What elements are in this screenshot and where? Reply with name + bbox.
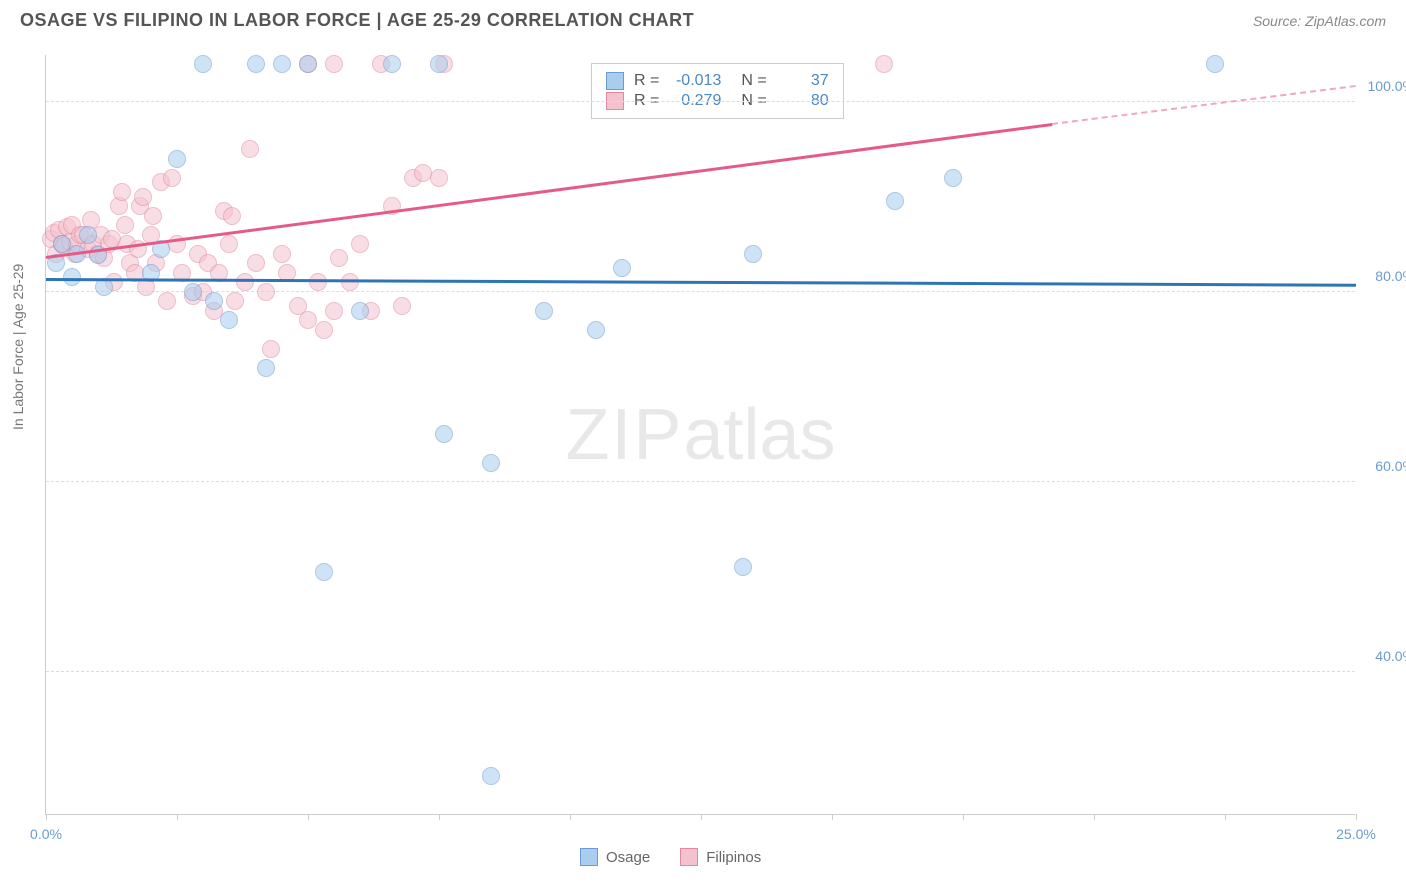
data-point-osage [435, 425, 453, 443]
data-point-filipinos [226, 292, 244, 310]
legend-item-osage: Osage [580, 848, 650, 866]
osage-n-value: 37 [777, 72, 829, 90]
data-point-filipinos [236, 273, 254, 291]
x-tick-label: 0.0% [30, 826, 62, 842]
data-point-filipinos [325, 55, 343, 73]
data-point-osage [944, 169, 962, 187]
data-point-filipinos [134, 188, 152, 206]
data-point-osage [744, 245, 762, 263]
data-point-filipinos [273, 245, 291, 263]
data-point-osage [482, 454, 500, 472]
data-point-filipinos [393, 297, 411, 315]
data-point-filipinos [223, 207, 241, 225]
data-point-filipinos [220, 235, 238, 253]
data-point-filipinos [875, 55, 893, 73]
osage-r-value: -0.013 [669, 72, 721, 90]
data-point-osage [1206, 55, 1224, 73]
chart-title: OSAGE VS FILIPINO IN LABOR FORCE | AGE 2… [20, 10, 694, 31]
trendline [46, 123, 1052, 258]
x-tick [832, 814, 833, 820]
x-tick [570, 814, 571, 820]
x-tick [46, 814, 47, 820]
gridline [46, 101, 1355, 102]
swatch-osage [580, 848, 598, 866]
x-tick [701, 814, 702, 820]
stats-legend-box: R = -0.013 N = 37 R = 0.279 N = 80 [591, 63, 844, 119]
data-point-osage [315, 563, 333, 581]
watermark: ZIPatlas [565, 394, 835, 476]
legend-label-osage: Osage [606, 849, 650, 866]
trendline [1052, 85, 1356, 125]
data-point-filipinos [116, 216, 134, 234]
x-tick [177, 814, 178, 820]
watermark-atlas: atlas [683, 395, 835, 475]
data-point-osage [79, 226, 97, 244]
data-point-osage [587, 321, 605, 339]
data-point-osage [351, 302, 369, 320]
data-point-filipinos [262, 340, 280, 358]
n-label: N = [741, 72, 766, 90]
data-point-filipinos [330, 249, 348, 267]
scatter-chart: ZIPatlas R = -0.013 N = 37 R = 0.279 N =… [45, 55, 1355, 815]
x-tick-label: 25.0% [1336, 826, 1376, 842]
data-point-filipinos [113, 183, 131, 201]
data-point-filipinos [158, 292, 176, 310]
data-point-osage [168, 150, 186, 168]
x-tick [308, 814, 309, 820]
gridline [46, 671, 1355, 672]
data-point-osage [482, 767, 500, 785]
y-axis-label: In Labor Force | Age 25-29 [10, 264, 26, 430]
source-label: Source: ZipAtlas.com [1253, 13, 1386, 29]
data-point-filipinos [144, 207, 162, 225]
y-tick-label: 80.0% [1375, 268, 1406, 284]
data-point-osage [734, 558, 752, 576]
bottom-legend: Osage Filipinos [580, 848, 761, 866]
data-point-filipinos [315, 321, 333, 339]
data-point-osage [886, 192, 904, 210]
data-point-osage [299, 55, 317, 73]
data-point-filipinos [325, 302, 343, 320]
gridline [46, 481, 1355, 482]
data-point-filipinos [430, 169, 448, 187]
x-tick [439, 814, 440, 820]
y-tick-label: 40.0% [1375, 648, 1406, 664]
data-point-osage [430, 55, 448, 73]
data-point-osage [257, 359, 275, 377]
x-tick [1356, 814, 1357, 820]
stats-row-osage: R = -0.013 N = 37 [606, 72, 829, 90]
data-point-filipinos [351, 235, 369, 253]
r-label: R = [634, 72, 659, 90]
x-tick [1094, 814, 1095, 820]
legend-label-filipinos: Filipinos [706, 849, 761, 866]
data-point-osage [205, 292, 223, 310]
data-point-osage [535, 302, 553, 320]
data-point-osage [184, 283, 202, 301]
data-point-osage [220, 311, 238, 329]
data-point-osage [383, 55, 401, 73]
y-tick-label: 100.0% [1368, 78, 1406, 94]
watermark-zip: ZIP [565, 395, 683, 475]
data-point-osage [194, 55, 212, 73]
y-tick-label: 60.0% [1375, 458, 1406, 474]
data-point-osage [247, 55, 265, 73]
data-point-filipinos [241, 140, 259, 158]
legend-item-filipinos: Filipinos [680, 848, 761, 866]
x-tick [963, 814, 964, 820]
data-point-filipinos [247, 254, 265, 272]
data-point-filipinos [341, 273, 359, 291]
x-tick [1225, 814, 1226, 820]
data-point-filipinos [257, 283, 275, 301]
data-point-osage [613, 259, 631, 277]
data-point-osage [273, 55, 291, 73]
data-point-filipinos [163, 169, 181, 187]
data-point-filipinos [309, 273, 327, 291]
swatch-osage [606, 72, 624, 90]
swatch-filipinos [680, 848, 698, 866]
